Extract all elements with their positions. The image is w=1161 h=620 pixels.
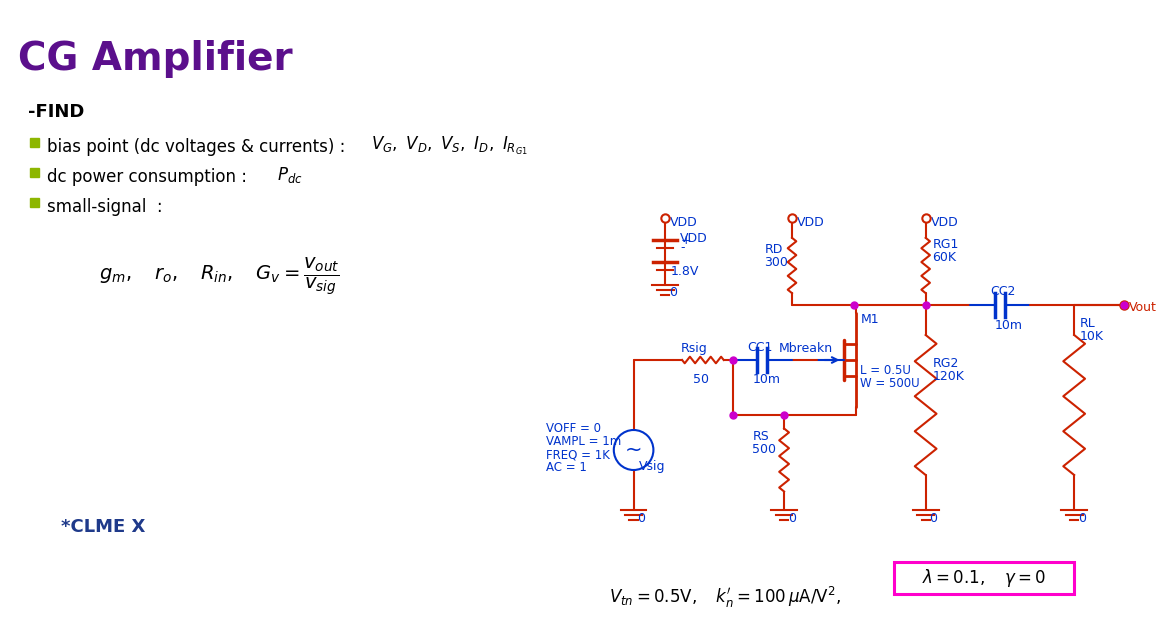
Text: 500: 500 bbox=[752, 443, 777, 456]
Text: RG1: RG1 bbox=[932, 238, 959, 251]
Text: RL: RL bbox=[1080, 317, 1096, 330]
Text: *CLME X: *CLME X bbox=[62, 518, 146, 536]
Text: $P_{dc}$: $P_{dc}$ bbox=[277, 165, 303, 185]
Text: 120K: 120K bbox=[932, 370, 965, 383]
Text: 0: 0 bbox=[1079, 512, 1087, 525]
Text: 0: 0 bbox=[930, 512, 938, 525]
Text: L = 0.5U: L = 0.5U bbox=[860, 364, 911, 377]
Text: RD: RD bbox=[764, 243, 783, 256]
Text: RS: RS bbox=[752, 430, 769, 443]
Text: Vout: Vout bbox=[1128, 301, 1156, 314]
Text: -FIND: -FIND bbox=[28, 103, 84, 121]
Text: 300: 300 bbox=[764, 256, 788, 269]
Text: 10K: 10K bbox=[1080, 330, 1104, 343]
Text: ~: ~ bbox=[625, 440, 642, 460]
Text: AC = 1: AC = 1 bbox=[547, 461, 587, 474]
Text: VAMPL = 1m: VAMPL = 1m bbox=[547, 435, 622, 448]
Text: -: - bbox=[680, 242, 685, 254]
Text: VOFF = 0: VOFF = 0 bbox=[547, 422, 601, 435]
Text: VDD: VDD bbox=[931, 216, 958, 229]
FancyBboxPatch shape bbox=[894, 562, 1074, 594]
Text: VDD: VDD bbox=[796, 216, 824, 229]
Text: 10m: 10m bbox=[752, 373, 780, 386]
Text: +: + bbox=[680, 234, 691, 247]
Text: Rsig: Rsig bbox=[682, 342, 708, 355]
Text: $V_{tn} = 0.5\mathrm{V},\quad k_n^{\prime} = 100\,\mu\mathrm{A/V}^2,$: $V_{tn} = 0.5\mathrm{V},\quad k_n^{\prim… bbox=[608, 585, 841, 610]
Text: $V_G,\ V_D,\ V_S,\ I_D,\ I_{R_{G1}}$: $V_G,\ V_D,\ V_S,\ I_D,\ I_{R_{G1}}$ bbox=[372, 135, 528, 157]
Text: RG2: RG2 bbox=[932, 357, 959, 370]
Text: CC2: CC2 bbox=[990, 285, 1016, 298]
Text: CC1: CC1 bbox=[748, 341, 773, 354]
Text: 0: 0 bbox=[788, 512, 796, 525]
Text: VDD: VDD bbox=[680, 232, 708, 245]
Text: dc power consumption :: dc power consumption : bbox=[46, 168, 246, 186]
Text: Vsig: Vsig bbox=[639, 460, 665, 473]
Text: 10m: 10m bbox=[995, 319, 1023, 332]
Text: CG Amplifier: CG Amplifier bbox=[17, 40, 293, 78]
Text: $g_m,\quad r_o,\quad R_{in},\quad G_v = \dfrac{v_{out}}{v_{sig}}$: $g_m,\quad r_o,\quad R_{in},\quad G_v = … bbox=[99, 255, 340, 297]
Bar bbox=[30, 138, 38, 147]
Text: Mbreakn: Mbreakn bbox=[779, 342, 834, 355]
Text: 60K: 60K bbox=[932, 251, 957, 264]
Text: FREQ = 1K: FREQ = 1K bbox=[547, 448, 611, 461]
Text: VDD: VDD bbox=[670, 216, 698, 229]
Text: small-signal  :: small-signal : bbox=[46, 198, 163, 216]
Text: $\lambda = 0.1,\quad \gamma = 0$: $\lambda = 0.1,\quad \gamma = 0$ bbox=[922, 567, 1046, 589]
Text: 50: 50 bbox=[693, 373, 709, 386]
Text: 1.8V: 1.8V bbox=[670, 265, 699, 278]
Text: bias point (dc voltages & currents) :: bias point (dc voltages & currents) : bbox=[46, 138, 345, 156]
Text: M1: M1 bbox=[860, 313, 879, 326]
Text: 0: 0 bbox=[669, 286, 677, 299]
Bar bbox=[30, 198, 38, 207]
Text: W = 500U: W = 500U bbox=[860, 377, 920, 390]
Bar bbox=[30, 168, 38, 177]
Text: 0: 0 bbox=[637, 512, 646, 525]
